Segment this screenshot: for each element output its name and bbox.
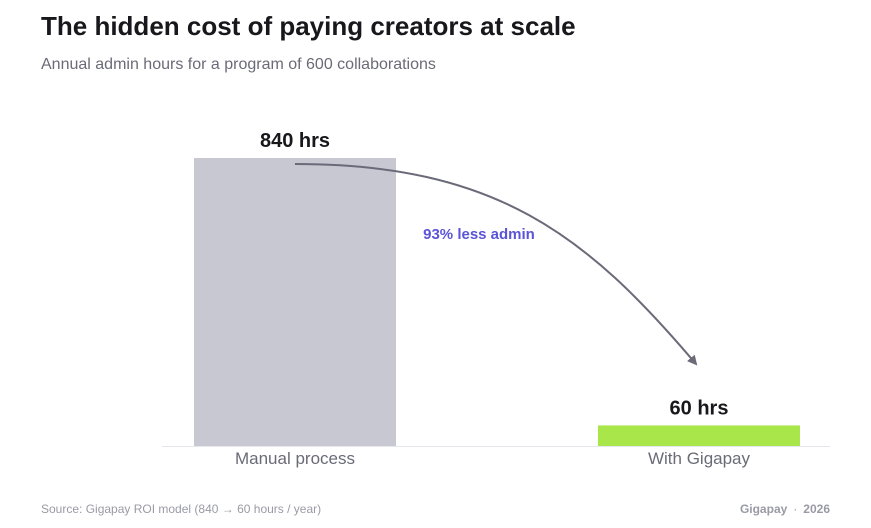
reduction-arrow xyxy=(294,163,698,366)
value-label: 60 hrs xyxy=(670,397,729,419)
bar-with-gigapay xyxy=(598,425,800,446)
footer-year: 2026 xyxy=(803,502,830,516)
annotation-label: 93% less admin xyxy=(423,226,535,243)
footer-brand: Gigapay · 2026 xyxy=(740,502,830,516)
category-label: Manual process xyxy=(235,449,355,468)
brand-name: Gigapay xyxy=(739,502,788,516)
chart-subtitle: Annual admin hours for a program of 600 … xyxy=(41,56,436,73)
value-label: 840 hrs xyxy=(260,130,330,152)
bar-manual-process xyxy=(194,158,396,446)
source-note: Source: Gigapay ROI model (840 → 60 hour… xyxy=(41,502,322,516)
category-label: With Gigapay xyxy=(648,449,751,468)
chart-title: The hidden cost of paying creators at sc… xyxy=(41,11,576,41)
separator-dot: · xyxy=(793,502,798,516)
